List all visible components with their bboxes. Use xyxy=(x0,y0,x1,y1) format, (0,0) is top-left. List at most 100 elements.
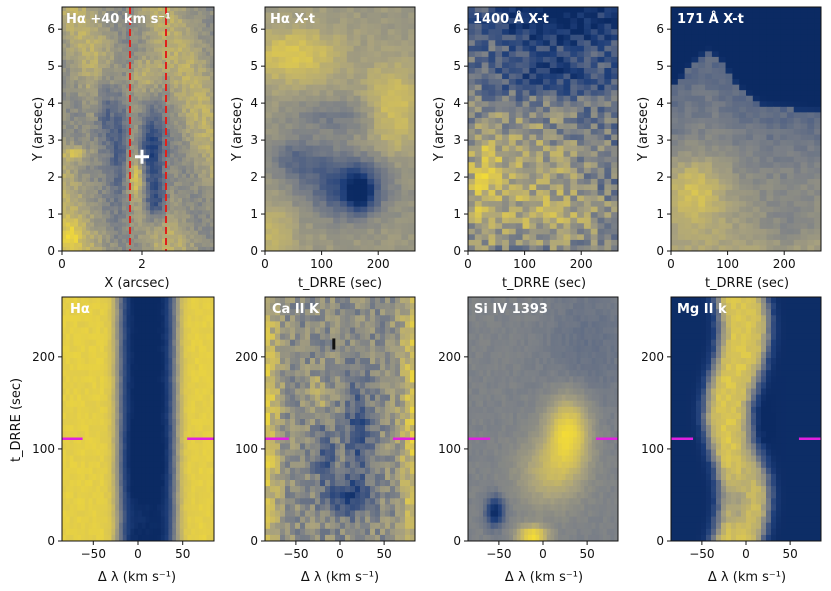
heatmap-cell xyxy=(677,73,686,80)
heatmap-cell xyxy=(182,63,187,69)
heatmap-cell xyxy=(66,149,71,154)
heatmap-cell xyxy=(746,45,754,52)
heatmap-cell xyxy=(94,35,99,41)
heatmap-cell xyxy=(206,177,211,183)
heatmap-cell xyxy=(174,76,179,81)
heatmap-cell xyxy=(74,149,79,154)
heatmap-cell xyxy=(374,112,382,119)
heatmap-cell xyxy=(408,79,415,86)
heatmap-cell xyxy=(515,56,524,64)
heatmap-cell xyxy=(408,90,415,97)
heatmap-cell xyxy=(146,202,151,207)
heatmap-cell xyxy=(146,190,151,195)
heatmap-cell xyxy=(106,92,111,98)
heatmap-cell xyxy=(353,56,362,64)
heatmap-cell xyxy=(522,51,530,58)
heatmap-cell xyxy=(394,18,402,25)
heatmap-cell xyxy=(178,59,183,65)
heatmap-cell xyxy=(481,51,490,58)
heatmap-cell xyxy=(780,68,788,75)
heatmap-cell xyxy=(780,140,788,147)
heatmap-cell xyxy=(604,23,612,30)
heatmap-cell xyxy=(138,133,143,138)
heatmap-cell xyxy=(126,185,131,191)
heatmap-cell xyxy=(326,79,334,86)
heatmap-cell xyxy=(326,112,334,119)
heatmap-cell xyxy=(508,90,517,97)
heatmap-cell xyxy=(401,90,409,97)
heatmap-cell xyxy=(166,27,171,32)
heatmap-cell xyxy=(374,245,382,251)
heatmap-cell xyxy=(401,51,409,58)
heatmap-cell xyxy=(170,202,175,207)
heatmap-cell xyxy=(66,141,71,146)
heatmap-cell xyxy=(98,96,103,102)
heatmap-cell xyxy=(62,92,67,98)
heatmap-cell xyxy=(150,88,155,93)
heatmap-cell xyxy=(102,47,107,53)
heatmap-cell xyxy=(62,100,67,106)
heatmap-cell xyxy=(305,234,314,241)
heatmap-cell xyxy=(333,95,341,102)
heatmap-cell xyxy=(780,106,788,113)
heatmap-cell xyxy=(134,194,139,199)
heatmap-cell xyxy=(126,72,131,77)
heatmap-cell xyxy=(691,62,699,69)
heatmap-cell xyxy=(340,18,348,25)
heatmap-cell xyxy=(597,217,605,224)
heatmap-cell xyxy=(110,120,115,126)
heatmap-cell xyxy=(202,47,207,53)
y-axis-label: Y (arcsec) xyxy=(432,97,447,162)
heatmap-cell xyxy=(102,234,107,240)
heatmap-cell xyxy=(194,206,199,211)
heatmap-cell xyxy=(114,173,119,179)
heatmap-cell xyxy=(800,29,808,36)
heatmap-cell xyxy=(502,73,510,80)
heatmap-cell xyxy=(278,7,287,14)
heatmap-cell xyxy=(154,7,159,12)
heatmap-cell xyxy=(590,51,599,58)
heatmap-cell xyxy=(154,43,159,49)
heatmap-cell xyxy=(346,29,355,36)
heatmap-cell xyxy=(508,167,517,174)
heatmap-cell xyxy=(468,201,476,208)
heatmap-cell xyxy=(142,96,147,102)
heatmap-cell xyxy=(271,62,280,69)
heatmap-cell xyxy=(134,124,139,130)
heatmap-cell xyxy=(495,123,503,130)
heatmap-cell xyxy=(718,90,727,97)
heatmap-cell xyxy=(732,51,740,58)
heatmap-cell xyxy=(271,12,280,19)
heatmap-cell xyxy=(691,29,699,36)
heatmap-cell xyxy=(786,79,795,86)
heatmap-cell xyxy=(387,228,396,235)
heatmap-cell xyxy=(134,31,139,37)
heatmap-cell xyxy=(66,31,71,37)
heatmap-cell xyxy=(529,217,537,224)
heatmap-cell xyxy=(66,19,71,24)
heatmap-cell xyxy=(90,80,95,85)
heatmap-cell xyxy=(380,73,389,80)
heatmap-cell xyxy=(814,51,821,58)
heatmap-cell xyxy=(597,79,605,86)
heatmap-cell xyxy=(387,106,396,113)
heatmap-cell xyxy=(718,162,727,169)
heatmap-cell xyxy=(278,206,287,213)
heatmap-cell xyxy=(502,140,510,147)
heatmap-cell xyxy=(515,84,524,91)
heatmap-cell xyxy=(508,245,517,251)
heatmap-cell xyxy=(106,39,111,45)
heatmap-cell xyxy=(705,12,713,19)
heatmap-cell xyxy=(130,145,135,150)
heatmap-cell xyxy=(340,12,348,19)
heatmap-cell xyxy=(142,63,147,69)
heatmap-cell xyxy=(126,169,131,175)
heatmap-cell xyxy=(62,116,67,122)
heatmap-cell xyxy=(206,104,211,110)
heatmap-cell xyxy=(190,108,195,114)
heatmap-cell xyxy=(90,108,95,114)
heatmap-cell xyxy=(732,62,740,69)
heatmap-cell xyxy=(166,210,171,215)
heatmap-cell xyxy=(210,112,214,118)
heatmap-cell xyxy=(508,239,517,247)
